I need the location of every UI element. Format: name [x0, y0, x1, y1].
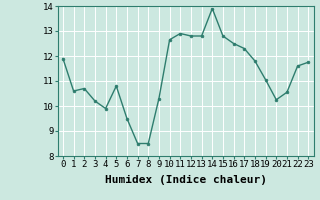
X-axis label: Humidex (Indice chaleur): Humidex (Indice chaleur) — [105, 175, 267, 185]
